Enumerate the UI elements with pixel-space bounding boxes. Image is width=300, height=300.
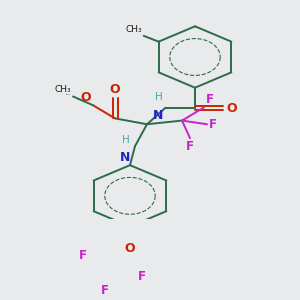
- Text: F: F: [138, 270, 146, 283]
- Text: O: O: [80, 91, 91, 104]
- Text: F: F: [79, 249, 87, 262]
- Text: F: F: [206, 93, 214, 106]
- Text: F: F: [101, 284, 109, 297]
- Text: N: N: [120, 151, 130, 164]
- Text: O: O: [226, 102, 237, 115]
- Text: H: H: [122, 135, 130, 145]
- Text: N: N: [153, 109, 163, 122]
- Text: O: O: [110, 83, 120, 96]
- Text: F: F: [186, 140, 194, 153]
- Text: methyl: methyl: [66, 94, 71, 95]
- Text: H: H: [155, 92, 163, 102]
- Text: F: F: [209, 118, 217, 131]
- Text: CH₃: CH₃: [54, 85, 71, 94]
- Text: O: O: [125, 242, 135, 255]
- Text: CH₃: CH₃: [125, 25, 142, 34]
